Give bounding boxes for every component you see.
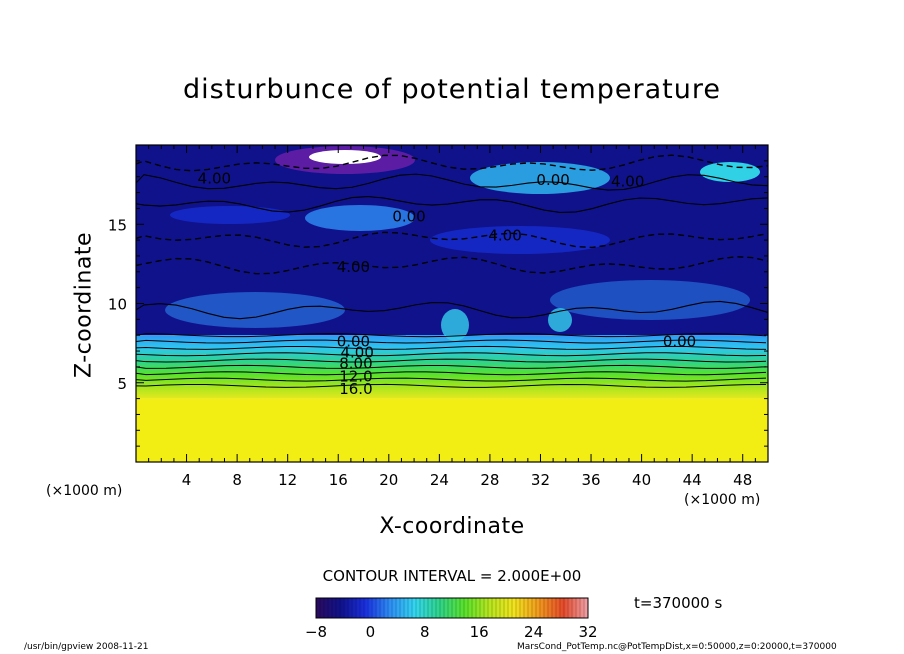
contour-line <box>136 345 767 350</box>
footer-right: MarsCond_PotTemp.nc@PotTempDist,x=0:5000… <box>517 642 837 652</box>
x-unit-right: (×1000 m) <box>684 492 761 508</box>
contour-line <box>136 231 768 249</box>
contour-interval: CONTOUR INTERVAL = 2.000E+00 <box>322 567 582 585</box>
y-tick-label: 10 <box>108 296 127 314</box>
contour-line <box>136 383 767 388</box>
contour-label: 16.0 <box>339 380 372 398</box>
blob <box>550 280 750 320</box>
blob <box>305 205 415 231</box>
x-tick-label: 36 <box>581 471 600 489</box>
lower-layer-field <box>136 398 768 462</box>
colorbar-tick-label: 32 <box>578 623 597 641</box>
blob <box>309 150 381 164</box>
colorbar-tick-label: 24 <box>524 623 543 641</box>
colorbar-tick-label: −8 <box>305 623 327 641</box>
colorbar: −8 0 8 16 24 32 <box>305 597 598 641</box>
x-tick-label: 28 <box>480 471 499 489</box>
x-tick-label: 20 <box>379 471 398 489</box>
contour-line <box>136 364 767 369</box>
x-tick-label: 4 <box>182 471 192 489</box>
blob <box>170 206 290 224</box>
blob <box>430 226 610 254</box>
contour-label: 4.00 <box>611 172 644 190</box>
contour-line <box>136 339 767 344</box>
contour-line <box>136 154 768 172</box>
x-tick-label: 32 <box>531 471 550 489</box>
x-axis-label: X-coordinate <box>379 514 525 539</box>
contour-line <box>136 377 767 382</box>
contour-line <box>136 300 768 320</box>
blob <box>700 162 760 182</box>
contour-line <box>136 333 767 338</box>
footer-left: /usr/bin/gpview 2008-11-21 <box>24 642 149 652</box>
x-tick-label: 16 <box>329 471 348 489</box>
contour-labels: 4.000.000.00 4.004.004.000.000.004.008.00… <box>198 169 697 398</box>
y-tick-label: 5 <box>117 375 127 393</box>
contour-label: 0.00 <box>663 333 696 351</box>
contour-label: 4.00 <box>337 258 370 276</box>
contour-line <box>136 173 768 191</box>
y-axis-label: Z-coordinate <box>71 232 97 378</box>
heatmap-field <box>136 145 768 462</box>
x-tick-label: 12 <box>278 471 297 489</box>
chart-title: disturbunce of potential temperature <box>183 74 721 105</box>
colorbar-tick-label: 0 <box>366 623 376 641</box>
colorbar-tick-label: 16 <box>470 623 489 641</box>
contour-label: 0.00 <box>536 171 569 189</box>
contour-label: 4.00 <box>488 226 521 244</box>
x-tick-label: 44 <box>683 471 702 489</box>
contour-label: 0.00 <box>337 333 370 351</box>
contour-label: 4.00 <box>198 169 231 187</box>
contour-lines <box>136 154 768 388</box>
contour-line <box>136 371 767 376</box>
blob <box>165 292 345 328</box>
contour-label: 4.00 <box>340 344 373 362</box>
x-tick-label: 24 <box>430 471 449 489</box>
contour-label: 8.00 <box>339 355 372 373</box>
y-tick-label: 15 <box>108 216 127 234</box>
contour-label: 0.00 <box>392 207 425 225</box>
x-tick-label: 48 <box>733 471 752 489</box>
contour-line <box>136 195 768 213</box>
x-tick-label: 40 <box>632 471 651 489</box>
x-tick-label: 8 <box>232 471 242 489</box>
time-label: t=370000 s <box>634 594 723 612</box>
contour-line <box>136 358 767 363</box>
blob <box>441 309 469 341</box>
contour-line <box>136 352 767 357</box>
blob <box>548 308 572 332</box>
contour-line <box>136 256 768 275</box>
colorbar-tick-label: 8 <box>420 623 430 641</box>
contour-label: 12.0 <box>339 367 372 385</box>
colorbar-fill <box>315 597 589 619</box>
x-unit-left: (×1000 m) <box>46 483 123 499</box>
